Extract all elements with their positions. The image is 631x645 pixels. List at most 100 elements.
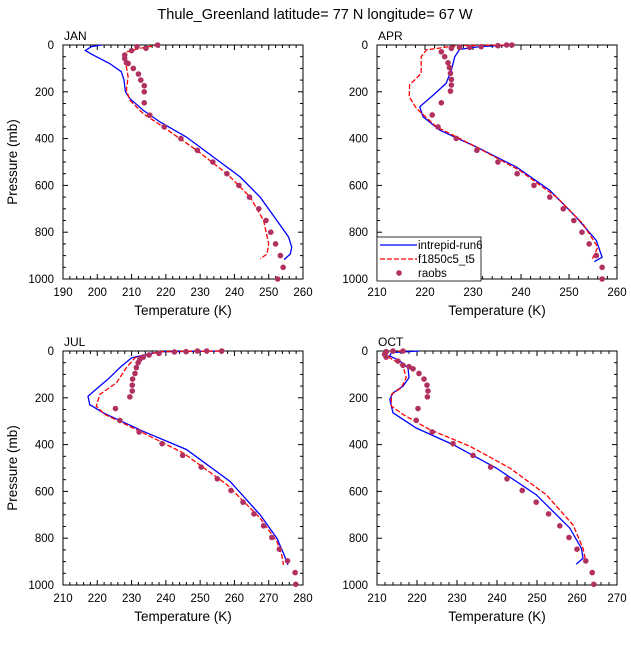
y-tick-label: 400 bbox=[349, 134, 368, 146]
y-tick-label: 800 bbox=[349, 227, 368, 239]
raobs-point bbox=[179, 452, 186, 459]
raobs-point bbox=[413, 417, 420, 424]
x-tick-label: 240 bbox=[156, 593, 175, 605]
raobs-point bbox=[132, 370, 138, 377]
raobs-point bbox=[129, 388, 136, 394]
raobs-point bbox=[112, 405, 119, 412]
f1850c5-t5-line bbox=[408, 44, 599, 261]
x-tick-label: 210 bbox=[367, 593, 386, 605]
panel-title: JUL bbox=[64, 335, 86, 349]
raobs-point bbox=[141, 99, 148, 106]
panel-title: OCT bbox=[378, 335, 404, 349]
raobs-point bbox=[583, 558, 589, 564]
x-tick-label: 230 bbox=[191, 287, 210, 299]
y-tick-label: 600 bbox=[349, 180, 368, 192]
raobs-point bbox=[519, 487, 525, 494]
raobs-point bbox=[277, 252, 284, 259]
raobs-point bbox=[135, 71, 142, 77]
raobs-point bbox=[260, 522, 267, 529]
raobs-point bbox=[138, 77, 144, 83]
raobs-point bbox=[478, 43, 484, 50]
x-tick-label: 270 bbox=[607, 593, 626, 605]
raobs-point bbox=[557, 522, 563, 529]
raobs-point bbox=[447, 70, 454, 77]
raobs-point bbox=[424, 394, 431, 400]
raobs-point bbox=[571, 217, 577, 224]
x-tick-label: 260 bbox=[225, 593, 244, 605]
y-axis-label: Pressure (mb) bbox=[5, 425, 20, 511]
x-tick-label: 200 bbox=[88, 287, 107, 299]
raobs-point bbox=[456, 44, 463, 51]
raobs-point bbox=[136, 429, 142, 435]
raobs-point bbox=[125, 60, 131, 67]
legend-label: raobs bbox=[418, 268, 447, 280]
raobs-point bbox=[263, 217, 269, 224]
x-tick-label: 240 bbox=[511, 287, 530, 299]
raobs-point bbox=[415, 405, 421, 412]
raobs-point bbox=[194, 348, 201, 354]
raobs-point bbox=[447, 88, 454, 94]
raobs-point bbox=[161, 124, 167, 130]
raobs-point bbox=[274, 276, 281, 282]
raobs-point bbox=[450, 440, 456, 447]
panel-title: APR bbox=[378, 29, 403, 43]
raobs-point bbox=[214, 475, 221, 482]
raobs-point bbox=[531, 182, 537, 189]
plot-frame bbox=[62, 44, 304, 280]
raobs-point bbox=[255, 206, 262, 212]
raobs-point bbox=[293, 581, 299, 588]
legend-label: intrepid-run6 bbox=[418, 240, 483, 252]
raobs-point bbox=[410, 365, 416, 372]
raobs-point bbox=[435, 124, 441, 130]
raobs-point bbox=[400, 362, 406, 369]
y-tick-label: 1000 bbox=[342, 274, 368, 286]
x-axis-label: Temperature (K) bbox=[448, 609, 546, 624]
raobs-point bbox=[171, 349, 178, 355]
raobs-point bbox=[130, 65, 137, 72]
y-axis-label: Pressure (mb) bbox=[5, 119, 20, 205]
raobs-point bbox=[240, 499, 246, 505]
y-tick-label: 400 bbox=[349, 440, 368, 452]
raobs-point bbox=[156, 350, 162, 357]
x-tick-label: 210 bbox=[367, 287, 386, 299]
raobs-point bbox=[533, 499, 539, 505]
raobs-point bbox=[495, 159, 501, 165]
x-tick-label: 230 bbox=[447, 593, 466, 605]
legend-label: f1850c5_t5 bbox=[418, 254, 475, 266]
raobs-point bbox=[128, 47, 135, 54]
y-tick-label: 400 bbox=[35, 440, 54, 452]
f1850c5-t5-line bbox=[385, 350, 587, 562]
y-tick-label: 1000 bbox=[28, 274, 54, 286]
raobs-point bbox=[267, 229, 274, 235]
x-tick-label: 230 bbox=[122, 593, 141, 605]
raobs-point bbox=[586, 241, 592, 247]
y-tick-label: 0 bbox=[48, 40, 54, 52]
raobs-point bbox=[146, 112, 153, 118]
raobs-point bbox=[579, 229, 585, 235]
raobs-point bbox=[400, 348, 406, 354]
raobs-point bbox=[504, 475, 510, 482]
x-tick-label: 210 bbox=[122, 287, 141, 299]
raobs-point bbox=[292, 569, 298, 576]
y-tick-label: 200 bbox=[35, 393, 54, 405]
raobs-point bbox=[470, 452, 476, 459]
y-tick-label: 600 bbox=[35, 180, 54, 192]
x-axis-label: Temperature (K) bbox=[134, 303, 232, 318]
chart-title: Thule_Greenland latitude= 77 N longitude… bbox=[157, 7, 472, 23]
raobs-point bbox=[589, 569, 595, 576]
raobs-point bbox=[390, 348, 396, 354]
raobs-point bbox=[236, 182, 242, 189]
raobs-point bbox=[448, 82, 455, 88]
raobs-point bbox=[276, 546, 283, 552]
intrepid-run6-line bbox=[388, 350, 584, 565]
raobs-point bbox=[424, 382, 430, 388]
panel-oct: 210 220 230 240 250 260 270 0 200 400 600 800 1000 OC… bbox=[342, 335, 626, 624]
f1850c5-t5-line bbox=[95, 350, 285, 566]
raobs-point bbox=[134, 43, 140, 50]
raobs-point bbox=[545, 511, 552, 517]
raobs-point bbox=[395, 358, 401, 364]
x-tick-label: 220 bbox=[156, 287, 175, 299]
raobs-point bbox=[448, 45, 455, 52]
raobs-point bbox=[383, 354, 390, 360]
